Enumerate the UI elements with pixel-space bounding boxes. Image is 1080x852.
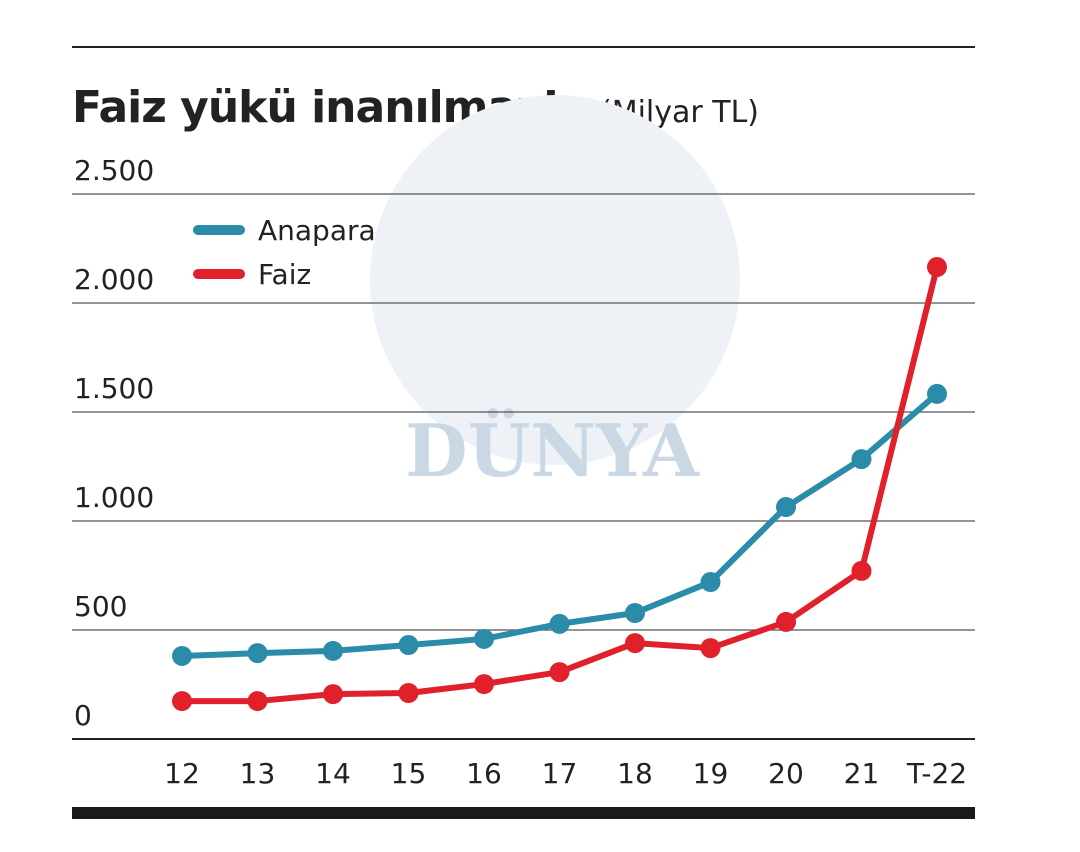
data-point [625,602,645,623]
data-point [474,628,494,649]
data-point [927,257,947,278]
data-point [927,383,947,404]
data-point [776,611,796,632]
data-point [398,635,419,656]
x-tick-label: 14 [315,757,351,790]
y-tick-label: 500 [74,590,127,623]
legend-label: Anapara [258,214,376,247]
legend-label: Faiz [258,258,311,291]
data-point [625,633,645,654]
x-tick-label: 20 [768,757,804,790]
x-tick-label: 21 [844,757,880,790]
data-point [776,497,796,518]
data-point [851,560,872,581]
x-tick-label: 16 [466,757,502,790]
data-point [700,638,721,659]
bottom-rule [72,807,975,819]
watermark-globe [370,95,740,465]
x-tick-label: 12 [164,757,200,790]
x-tick-label: 15 [391,757,427,790]
data-point [549,613,570,634]
data-point [700,572,721,593]
data-point [172,645,192,666]
y-tick-label: 1.500 [74,372,154,405]
y-tick-label: 0 [74,699,92,732]
y-tick-label: 2.000 [74,263,154,296]
data-point [172,691,192,712]
x-tick-label: 17 [542,757,578,790]
x-tick-label: T-22 [906,757,967,790]
watermark: DÜNYA [405,407,700,493]
x-tick-label: 18 [617,757,653,790]
data-point [398,683,419,704]
x-tick-label: 13 [240,757,276,790]
data-point [549,662,570,683]
y-tick-label: 1.000 [74,481,154,514]
x-tick-label: 19 [693,757,729,790]
data-point [323,684,343,705]
data-point [247,643,268,664]
data-point [474,674,494,695]
data-point [851,449,872,470]
data-point [247,691,268,712]
y-tick-label: 2.500 [74,154,154,187]
data-point [323,640,343,661]
